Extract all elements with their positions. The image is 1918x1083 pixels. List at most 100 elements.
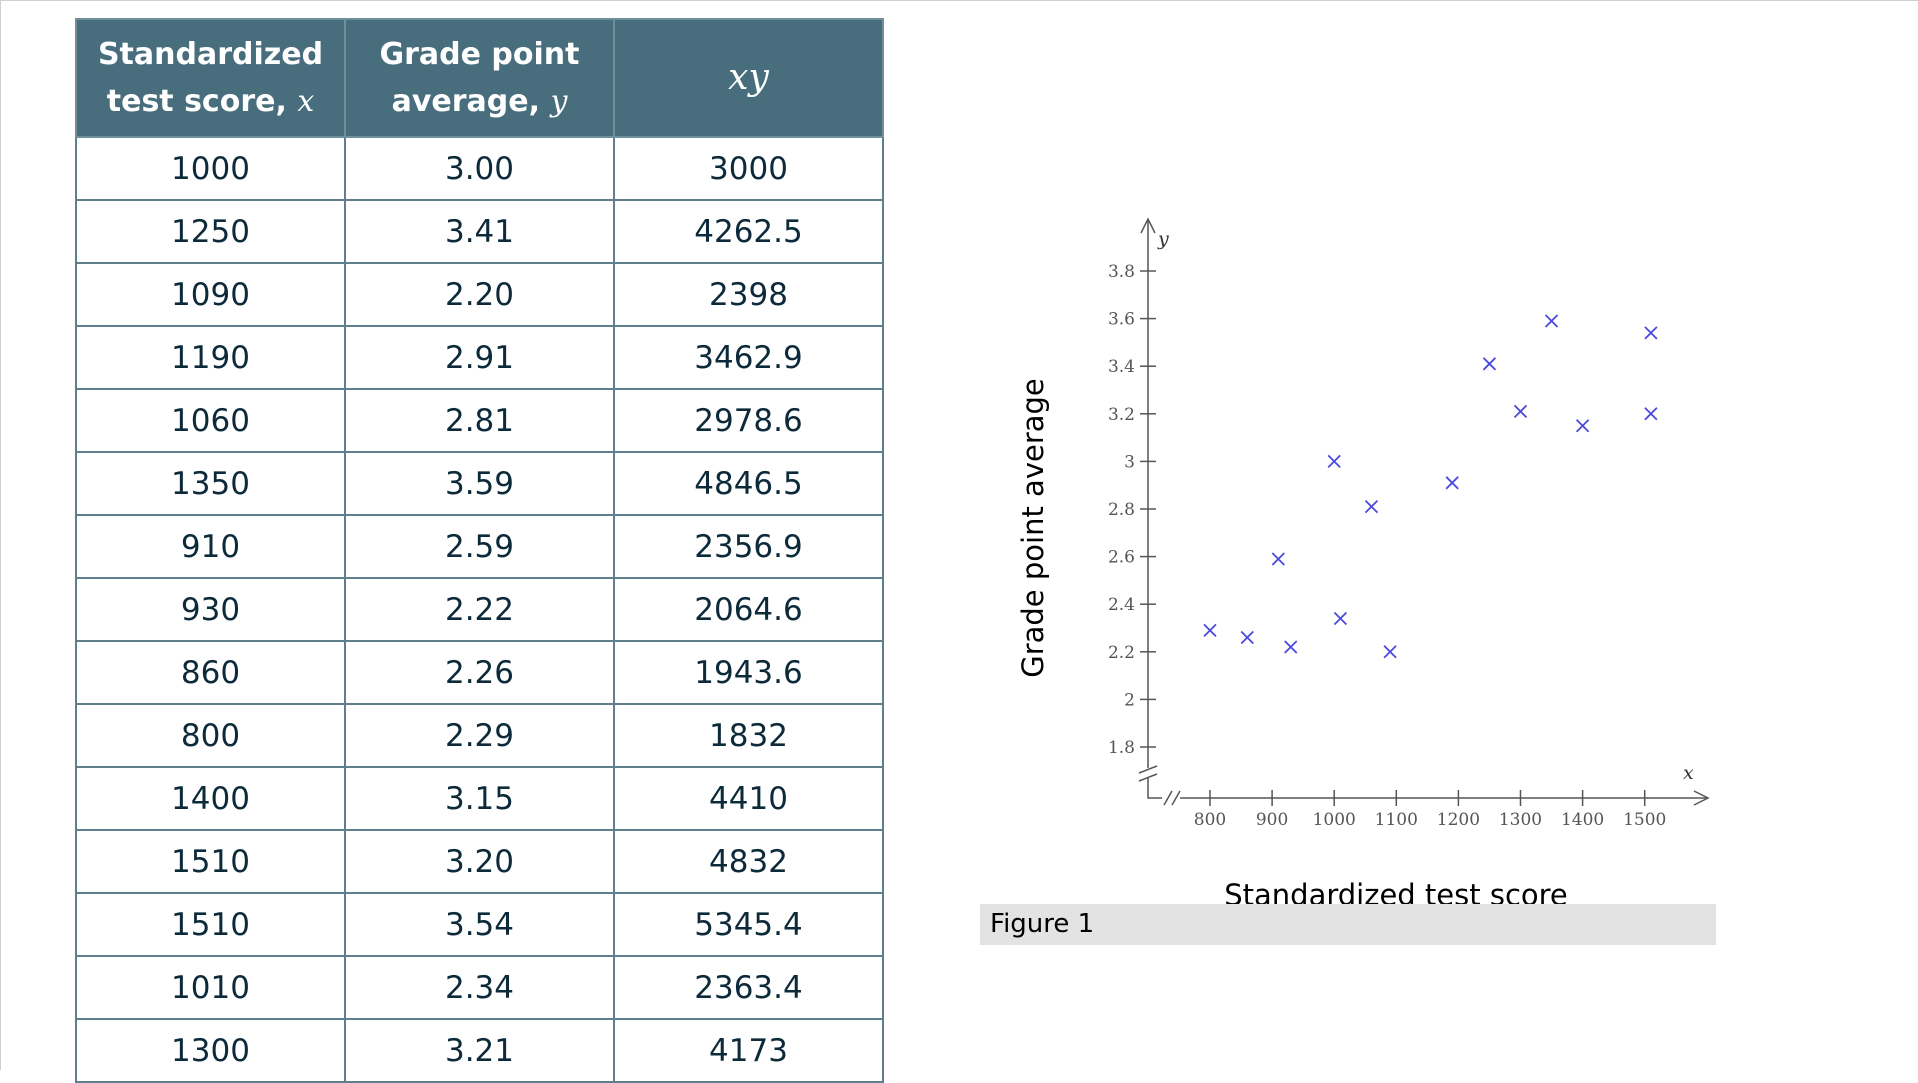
cell-gpa: 3.54	[344, 892, 615, 957]
cell-test-score: 1000	[75, 136, 346, 201]
cell-gpa: 2.34	[344, 955, 615, 1020]
cell-test-score: 800	[75, 703, 346, 768]
x-axis-var-label: x	[1683, 762, 1694, 784]
y-tick-label: 3.6	[1108, 310, 1135, 330]
cell-xy: 4262.5	[613, 199, 884, 264]
data-point	[1644, 326, 1658, 340]
cell-xy: 3462.9	[613, 325, 884, 390]
data-point	[1482, 357, 1497, 371]
y-tick-label: 2.6	[1108, 548, 1135, 568]
x-tick-label: 1100	[1375, 810, 1418, 830]
header-gpa-line1: Grade point	[379, 37, 580, 72]
header-test-score-var: x	[297, 84, 315, 119]
x-tick-label: 900	[1256, 810, 1288, 830]
table-row: 860 2.26 1943.6	[75, 640, 884, 705]
header-test-score-line1: Standardized	[97, 37, 324, 72]
cell-test-score: 1060	[75, 388, 346, 453]
table-row: 910 2.59 2356.9	[75, 514, 884, 579]
cell-test-score: 1250	[75, 199, 346, 264]
data-point	[1271, 552, 1285, 566]
y-tick-label: 2.2	[1108, 643, 1135, 663]
cell-test-score: 1350	[75, 451, 346, 516]
data-point	[1644, 407, 1658, 421]
cell-test-score: 1510	[75, 892, 346, 957]
y-tick-label: 3.4	[1108, 357, 1135, 377]
x-tick-label: 1200	[1437, 810, 1480, 830]
table-row: 1190 2.91 3462.9	[75, 325, 884, 390]
header-gpa: Grade point average, y	[344, 18, 615, 138]
cell-xy: 2363.4	[613, 955, 884, 1020]
cell-gpa: 2.29	[344, 703, 615, 768]
axis-corner	[1147, 778, 1162, 799]
data-point	[1327, 454, 1341, 469]
data-point	[1575, 419, 1590, 433]
cell-xy: 4410	[613, 766, 884, 831]
cell-test-score: 1190	[75, 325, 346, 390]
cell-test-score: 930	[75, 577, 346, 642]
cell-xy: 1832	[613, 703, 884, 768]
table-row: 1350 3.59 4846.5	[75, 451, 884, 516]
table-row: 1000 3.00 3000	[75, 136, 884, 201]
y-axis-break-mark	[1138, 773, 1158, 782]
cell-xy: 2398	[613, 262, 884, 327]
cell-gpa: 3.00	[344, 136, 615, 201]
cell-xy: 1943.6	[613, 640, 884, 705]
x-tick-label: 1300	[1499, 810, 1542, 830]
table-row: 930 2.22 2064.6	[75, 577, 884, 642]
cell-gpa: 2.22	[344, 577, 615, 642]
header-test-score-line2: test score,	[106, 84, 287, 119]
data-point	[1383, 645, 1397, 659]
data-point	[1203, 623, 1217, 638]
x-axis-arrow	[1693, 790, 1710, 806]
table-row: 1400 3.15 4410	[75, 766, 884, 831]
cell-xy: 2978.6	[613, 388, 884, 453]
cell-gpa: 2.91	[344, 325, 615, 390]
x-tick-label: 1000	[1313, 810, 1356, 830]
y-axis-arrow	[1140, 217, 1156, 234]
data-point	[1284, 640, 1298, 654]
y-tick-label: 1.8	[1108, 738, 1135, 758]
cell-gpa: 2.81	[344, 388, 615, 453]
cell-gpa: 3.20	[344, 829, 615, 894]
cell-gpa: 3.15	[344, 766, 615, 831]
header-gpa-line2: average,	[391, 84, 540, 119]
data-point	[1513, 404, 1528, 419]
header-xy-var: xy	[728, 56, 769, 98]
y-tick-label: 3.8	[1108, 262, 1135, 282]
header-test-score: Standardized test score, x	[75, 18, 346, 138]
y-tick-label: 2.4	[1108, 595, 1135, 615]
cell-test-score: 910	[75, 514, 346, 579]
cell-xy: 4832	[613, 829, 884, 894]
table-row: 800 2.29 1832	[75, 703, 884, 768]
table-row: 1010 2.34 2363.4	[75, 955, 884, 1020]
y-tick-label: 3.2	[1108, 405, 1135, 425]
cell-xy: 2356.9	[613, 514, 884, 579]
table-row: 1510 3.54 5345.4	[75, 892, 884, 957]
table-row: 1510 3.20 4832	[75, 829, 884, 894]
cell-xy: 3000	[613, 136, 884, 201]
cell-gpa: 3.59	[344, 451, 615, 516]
table-row: 1060 2.81 2978.6	[75, 388, 884, 453]
cell-test-score: 1400	[75, 766, 346, 831]
x-axis-break-mark	[1171, 790, 1181, 806]
data-point	[1445, 476, 1459, 490]
cell-gpa: 2.59	[344, 514, 615, 579]
data-point	[1240, 630, 1254, 645]
x-axis-break-mark	[1163, 790, 1173, 806]
header-gpa-var: y	[550, 84, 568, 119]
y-axis-var-label: y	[1157, 228, 1169, 250]
table-row: 1250 3.41 4262.5	[75, 199, 884, 264]
cell-xy: 2064.6	[613, 577, 884, 642]
y-axis-title: Grade point average	[1016, 378, 1050, 678]
header-xy: xy	[613, 18, 884, 138]
cell-test-score: 1090	[75, 262, 346, 327]
data-table: Standardized test score, x Grade point a…	[75, 18, 884, 1083]
y-axis-break-mark	[1138, 765, 1158, 774]
cell-test-score: 1010	[75, 955, 346, 1020]
data-point	[1544, 314, 1559, 328]
table-row: 1090 2.20 2398	[75, 262, 884, 327]
y-tick-label: 3	[1124, 452, 1135, 472]
x-tick-label: 1500	[1623, 810, 1666, 830]
